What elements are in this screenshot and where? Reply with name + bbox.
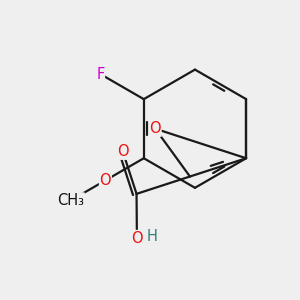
Text: O: O xyxy=(117,144,129,159)
Text: F: F xyxy=(96,67,104,82)
Text: O: O xyxy=(131,230,143,245)
Text: O: O xyxy=(149,121,161,136)
Text: CH₃: CH₃ xyxy=(57,193,84,208)
Text: H: H xyxy=(147,229,158,244)
Text: O: O xyxy=(100,173,111,188)
